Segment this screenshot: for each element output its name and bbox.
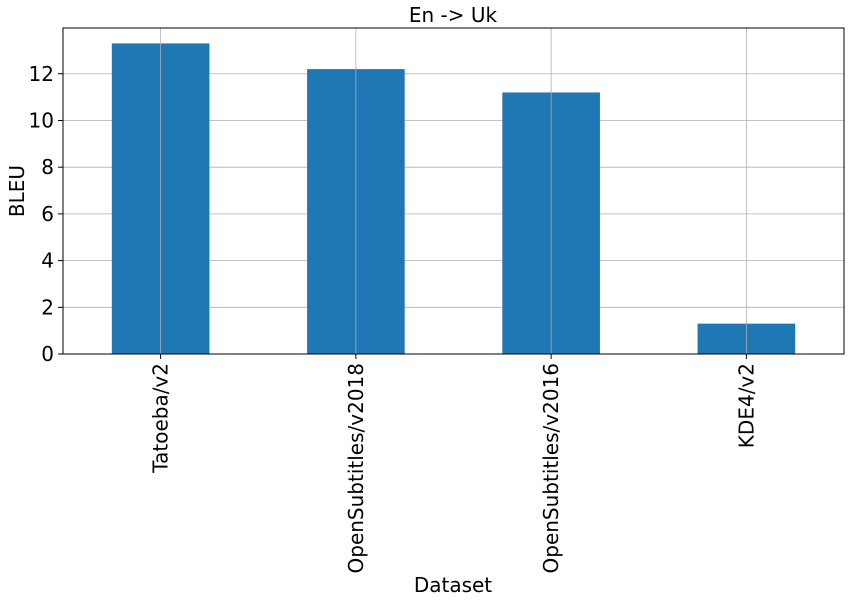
x-tick-label: Tatoeba/v2 xyxy=(149,363,173,474)
y-tick-label: 10 xyxy=(29,108,54,132)
y-ticks: 0 2 4 6 8 10 12 xyxy=(29,62,63,366)
plot-frame xyxy=(62,27,845,355)
y-tick-label: 6 xyxy=(41,202,54,226)
y-axis-label: BLEU xyxy=(5,165,29,217)
x-axis-label: Dataset xyxy=(414,573,492,597)
chart-title: En -> Uk xyxy=(409,3,498,27)
axes xyxy=(62,27,845,355)
x-ticks: Tatoeba/v2 OpenSubtitles/v2018 OpenSubtitl… xyxy=(149,354,758,573)
x-tick-label: OpenSubtitles/v2018 xyxy=(344,363,368,573)
y-tick-label: 0 xyxy=(41,342,54,366)
y-tick-label: 4 xyxy=(41,249,54,273)
x-tick-label: OpenSubtitles/v2016 xyxy=(539,363,563,573)
y-tick-label: 8 xyxy=(41,155,54,179)
y-tick-label: 2 xyxy=(41,295,54,319)
x-tick-label: KDE4/v2 xyxy=(734,363,758,448)
y-tick-label: 12 xyxy=(29,62,54,86)
